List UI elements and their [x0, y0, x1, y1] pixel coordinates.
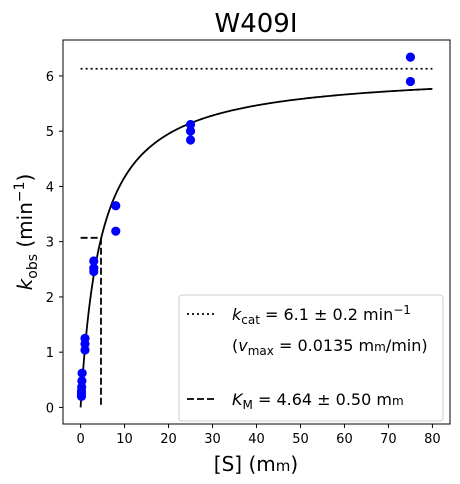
x-tick-label: 20: [160, 432, 177, 447]
y-tick-label: 3: [46, 236, 54, 251]
y-tick-label: 1: [46, 346, 54, 361]
data-point: [185, 126, 196, 136]
x-tick-label: 80: [424, 432, 441, 447]
legend-vmax-label: (vmax = 0.0135 mm/min): [232, 336, 428, 358]
x-tick-label: 30: [204, 432, 221, 447]
data-point: [405, 52, 416, 62]
legend-frame: [178, 294, 444, 422]
y-axis-label: kobs (min−1): [12, 174, 41, 291]
data-point: [111, 226, 121, 236]
x-tick-label: 10: [116, 432, 133, 447]
chart-title: W409I: [214, 9, 297, 39]
data-point: [111, 201, 121, 211]
data-point: [89, 256, 99, 266]
plot-area: [62, 39, 451, 425]
x-tick-label: 70: [380, 432, 397, 447]
data-point: [80, 333, 90, 343]
y-tick-label: 0: [46, 401, 54, 416]
legend-km-label: KM = 4.64 ± 0.50 mm: [232, 390, 404, 412]
y-label-mid: (min: [13, 202, 37, 254]
data-point: [77, 368, 87, 378]
y-tick-label: 4: [46, 180, 54, 195]
data-point: [185, 119, 196, 130]
fit-curve: [79, 87, 433, 408]
x-tick-label: 50: [292, 432, 309, 447]
svg-text:kobs (min−1): kobs (min−1): [12, 174, 41, 291]
y-tick-label: 2: [46, 291, 54, 306]
legend: kcat = 6.1 ± 0.2 min−1 (vmax = 0.0135 mm…: [178, 294, 444, 422]
x-tick-label: 0: [76, 432, 84, 447]
x-axis-label: [S] (mm): [214, 452, 298, 476]
data-point: [405, 76, 416, 87]
y-label-sub: obs: [25, 254, 41, 279]
legend-kcat-label: kcat = 6.1 ± 0.2 min−1: [232, 303, 411, 327]
y-tick-label: 5: [46, 125, 54, 140]
data-point: [89, 263, 99, 273]
y-label-k: k: [13, 277, 37, 290]
y-label-end: ): [13, 174, 37, 182]
data-point: [185, 135, 196, 145]
y-tick-label: 6: [46, 70, 54, 85]
x-tick-label: 40: [248, 432, 265, 447]
axis-ticks: 0 10 20 30 40 50 60 70 80 0 1 2 3 4 5 6: [46, 70, 441, 447]
x-tick-label: 60: [336, 432, 353, 447]
y-label-sup: −1: [12, 181, 28, 202]
data-point: [77, 376, 87, 386]
